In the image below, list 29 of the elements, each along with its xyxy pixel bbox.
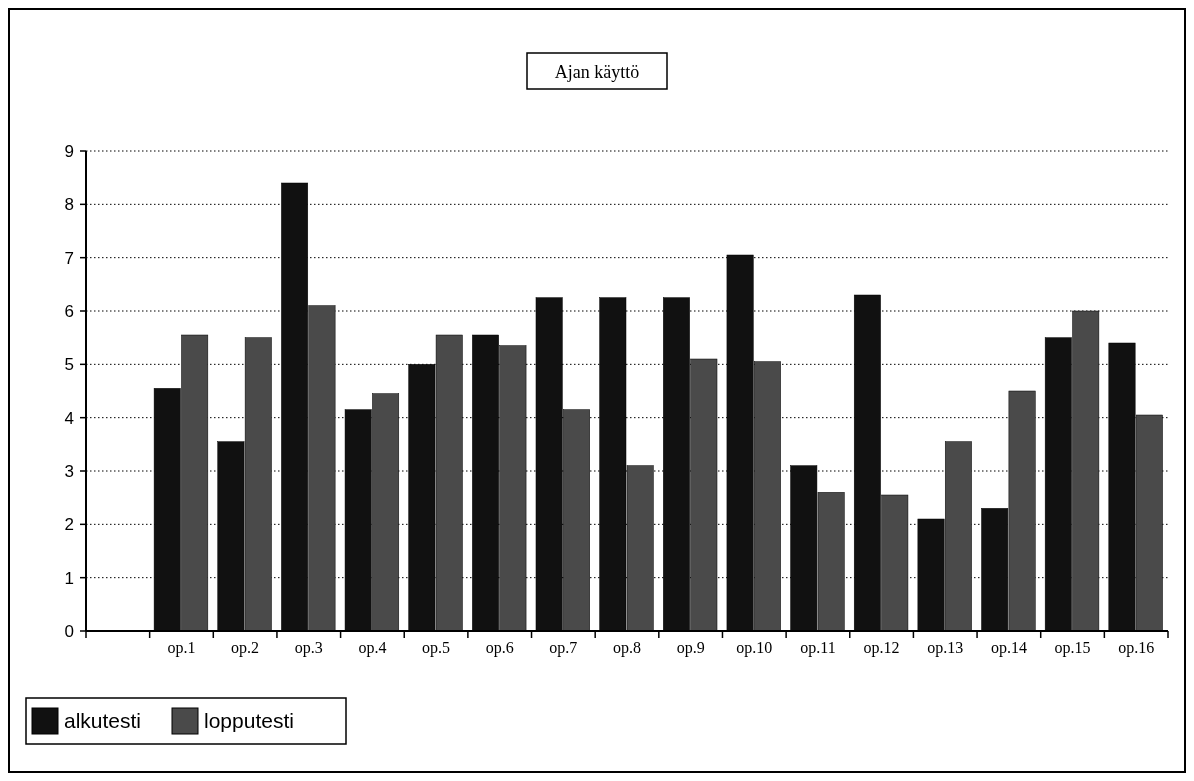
x-tick-label: op.15 [1054, 639, 1091, 657]
y-tick-label: 2 [64, 515, 74, 535]
y-tick-label: 5 [64, 355, 74, 375]
x-tick-label: op.2 [231, 639, 260, 657]
x-tick-label: op.6 [485, 639, 514, 657]
x-tick-label: op.8 [613, 639, 641, 657]
legend-label: lopputesti [204, 709, 294, 733]
y-tick-label: 9 [64, 141, 74, 161]
y-tick-label: 4 [64, 408, 74, 428]
x-tick-label: op.9 [676, 639, 705, 657]
x-tick-label: op.16 [1118, 639, 1155, 657]
y-tick-label: 0 [64, 621, 74, 641]
y-tick-label: 1 [64, 568, 74, 588]
x-tick-label: op.12 [863, 639, 900, 657]
x-tick-label: op.4 [358, 639, 387, 657]
x-tick-label: op.13 [927, 639, 964, 657]
y-tick-label: 6 [64, 301, 74, 321]
y-tick-label: 8 [64, 195, 74, 215]
y-tick-label: 7 [64, 248, 74, 268]
legend-label: alkutesti [64, 709, 142, 733]
x-tick-label: op.5 [422, 639, 451, 657]
x-tick-label: op.11 [800, 639, 836, 657]
x-tick-label: op.3 [294, 639, 323, 657]
x-tick-label: op.10 [736, 639, 773, 657]
x-tick-label: op.7 [549, 639, 578, 657]
x-tick-label: op.1 [167, 639, 196, 657]
y-tick-label: 3 [64, 461, 74, 481]
x-tick-label: op.14 [990, 639, 1027, 657]
chart-title: Ajan käyttö [554, 62, 640, 82]
